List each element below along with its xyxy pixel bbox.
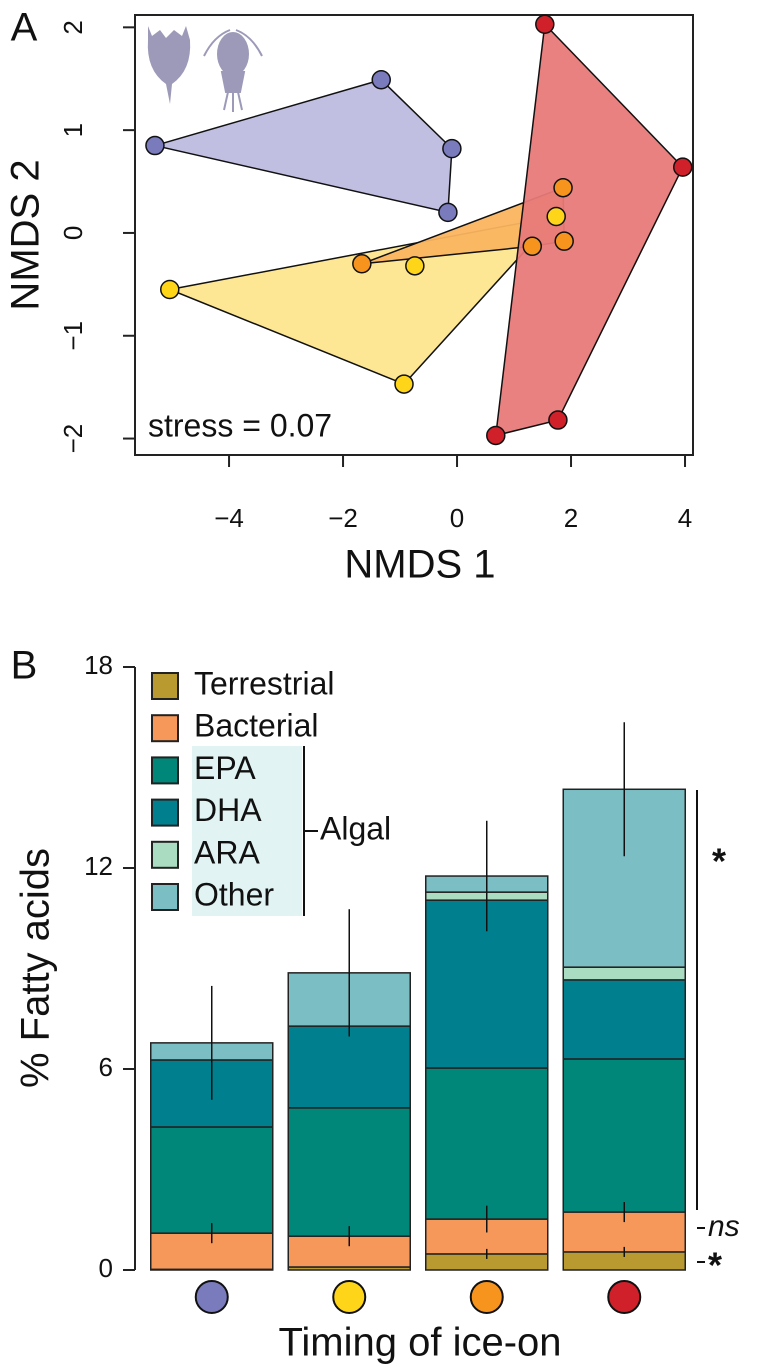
point [535, 14, 555, 35]
legend-label: Terrestrial [194, 665, 334, 701]
y-tick-label: 0 [58, 226, 88, 240]
y-tick-label: −1 [58, 321, 88, 351]
point [548, 410, 568, 430]
bar-segment [287, 1025, 411, 1109]
icons [147, 26, 263, 112]
legend-swatch [151, 672, 179, 700]
point [145, 135, 165, 156]
bar-segment [562, 966, 686, 981]
point [672, 157, 693, 177]
legend-swatch [151, 883, 179, 911]
y-axis-label: NMDS 2 [4, 159, 48, 310]
category-marker [332, 1280, 367, 1314]
legend-label: ARA [194, 834, 260, 870]
point [522, 236, 543, 257]
legend-label: DHA [194, 792, 262, 828]
panel-letter: A [11, 6, 38, 50]
x-axis-label: NMDS 1 [344, 543, 495, 587]
category-marker [607, 1280, 642, 1314]
y-tick-label: 2 [58, 20, 88, 34]
y-tick-label: 1 [58, 123, 88, 137]
stress-label: stress = 0.07 [148, 407, 332, 443]
bar-segment [287, 1107, 411, 1237]
point [405, 256, 425, 276]
hull [167, 215, 559, 385]
point [546, 206, 566, 227]
bar-segment [425, 1067, 549, 1220]
hull [494, 22, 684, 437]
y-tick-label: 12 [84, 851, 113, 881]
x-tick-label: 4 [678, 503, 692, 533]
bar-segment [287, 1235, 411, 1268]
icon-antenna [203, 29, 263, 57]
legend-label: Bacterial [194, 708, 319, 744]
bar-segment [562, 979, 686, 1060]
point [438, 202, 458, 223]
bar-segment [150, 1126, 274, 1234]
significance: * [712, 841, 726, 882]
point [394, 374, 414, 394]
category-marker [469, 1280, 504, 1314]
significance-bracket [696, 790, 705, 1263]
icon-rotifer [147, 26, 191, 104]
significance: ns [708, 1210, 740, 1243]
y-tick-label: −2 [58, 424, 88, 454]
point [486, 425, 506, 446]
x-tick-label: −4 [214, 503, 244, 533]
x-tick-label: 0 [450, 503, 464, 533]
panel-letter: B [11, 644, 38, 688]
algal-bracket [303, 746, 318, 916]
hull [151, 78, 453, 214]
algal-highlight [192, 746, 302, 916]
y-axis-label: % Fatty acids [14, 848, 58, 1088]
category-marker [194, 1280, 229, 1314]
bar-segment [562, 1058, 686, 1213]
legend-label: EPA [194, 750, 256, 786]
legend-swatch [151, 798, 179, 827]
point [554, 231, 574, 251]
point [352, 254, 372, 274]
x-axis-label: Timing of ice-on [278, 1321, 561, 1365]
legend-swatch [151, 714, 179, 743]
legend-swatch [151, 840, 179, 869]
group-label: Algal [320, 810, 391, 846]
icon-legs [220, 71, 246, 112]
point [160, 279, 180, 300]
point [442, 138, 462, 159]
point [371, 70, 391, 90]
plot-frame [134, 14, 694, 456]
y-tick-label: 0 [99, 1253, 113, 1283]
point [553, 177, 573, 198]
legend-label: Other [194, 876, 274, 912]
significance: * [708, 1245, 722, 1286]
y-tick-label: 6 [99, 1052, 113, 1082]
icon-body [217, 32, 249, 76]
x-tick-label: 2 [564, 503, 578, 533]
y-tick-label: 18 [84, 650, 113, 680]
x-tick-label: −2 [328, 503, 358, 533]
legend-swatch [151, 756, 179, 785]
